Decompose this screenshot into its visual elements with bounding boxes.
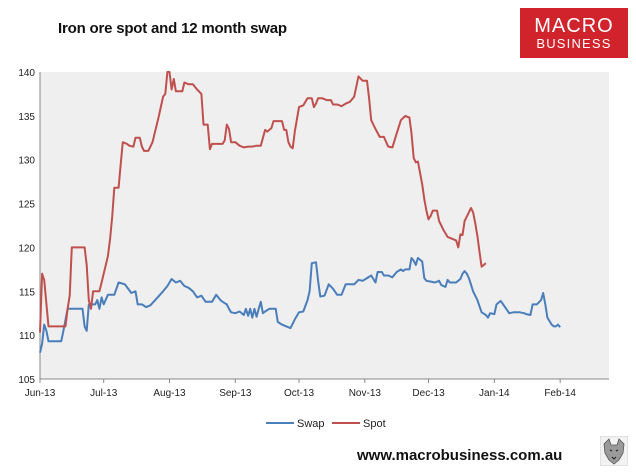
series-line-swap bbox=[39, 257, 561, 353]
x-tick-label: Feb-14 bbox=[544, 388, 576, 399]
footer-url: www.macrobusiness.com.au bbox=[357, 447, 563, 464]
y-tick-label: 115 bbox=[19, 287, 35, 298]
x-tick-label: Sep-13 bbox=[219, 388, 252, 399]
x-tick-label: Aug-13 bbox=[153, 388, 186, 399]
y-tick-label: 140 bbox=[18, 68, 35, 79]
x-tick-label: Jan-14 bbox=[479, 388, 510, 399]
x-tick-label: Dec-13 bbox=[412, 388, 445, 399]
x-tick-label: Jul-13 bbox=[90, 388, 118, 399]
y-tick-label: 130 bbox=[18, 156, 35, 167]
legend-spot-label: Spot bbox=[363, 418, 386, 430]
chart-title: Iron ore spot and 12 month swap bbox=[58, 20, 287, 37]
x-tick-labels: Jun-13 Jul-13 Aug-13 Sep-13 Oct-13 Nov-13 Dec-… bbox=[25, 379, 576, 399]
wolf-logo-icon bbox=[599, 435, 629, 467]
macrobusiness-logo: MACRO BUSINESS bbox=[520, 8, 628, 58]
legend-swap-label: Swap bbox=[297, 418, 325, 430]
plot-area bbox=[40, 72, 609, 379]
logo-line-1: MACRO bbox=[534, 14, 614, 37]
x-tick-label: Oct-13 bbox=[284, 388, 314, 399]
legend: Swap Spot bbox=[266, 418, 386, 430]
y-tick-label: 135 bbox=[18, 112, 35, 123]
series-lines bbox=[39, 71, 561, 353]
y-tick-label: 110 bbox=[19, 331, 35, 342]
x-tick-label: Jun-13 bbox=[25, 388, 56, 399]
x-tick-label: Nov-13 bbox=[349, 388, 382, 399]
y-tick-labels: 105 110 115 120 125 130 135 140 bbox=[18, 68, 35, 386]
logo-line-2: BUSINESS bbox=[536, 35, 612, 51]
y-tick-label: 105 bbox=[18, 375, 35, 386]
series-line-spot bbox=[39, 71, 487, 333]
y-tick-label: 120 bbox=[18, 243, 35, 254]
y-tick-label: 125 bbox=[18, 200, 35, 211]
